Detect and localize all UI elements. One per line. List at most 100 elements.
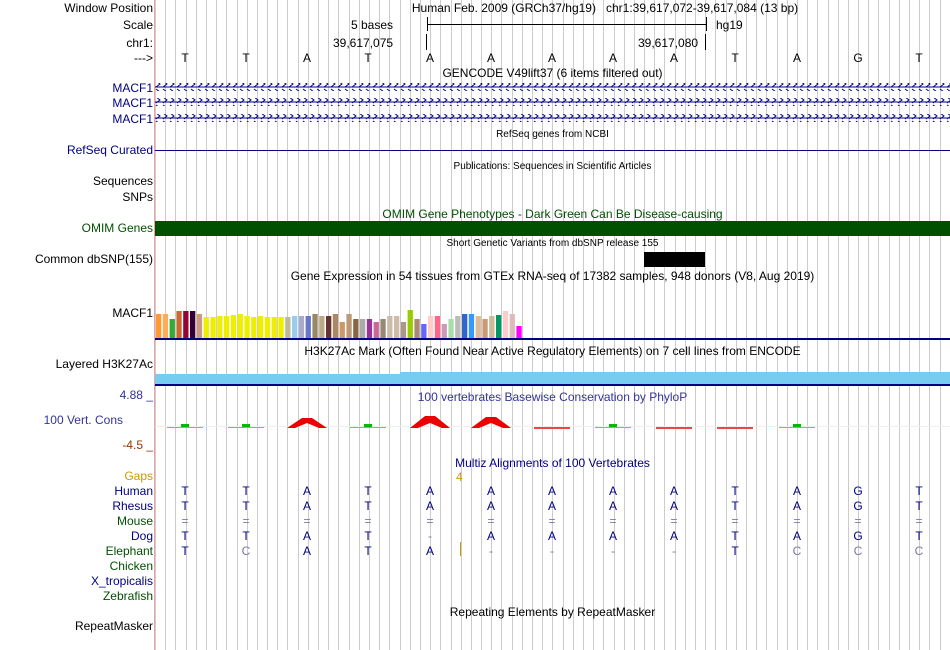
gencode-row-label-2[interactable]: MACF1 <box>112 96 153 110</box>
phylop-value[interactable] <box>793 424 801 427</box>
gtex-tissue-bar[interactable] <box>407 310 413 338</box>
phylop-value[interactable] <box>717 427 753 429</box>
gtex-tissue-bar[interactable] <box>394 316 400 338</box>
gtex-tissue-bar[interactable] <box>176 311 182 338</box>
gtex-tissue-bar[interactable] <box>217 316 223 338</box>
gtex-tissue-bar[interactable] <box>264 317 271 338</box>
gtex-tissue-bar[interactable] <box>482 319 488 338</box>
gtex-tissue-bar[interactable] <box>353 319 359 338</box>
gtex-tissue-bar[interactable] <box>346 314 352 338</box>
gtex-bar-chart[interactable] <box>155 284 950 340</box>
gtex-tissue-bar[interactable] <box>312 314 318 338</box>
scale-text: 5 bases <box>351 18 394 32</box>
alignment-base: A <box>669 484 678 498</box>
phylop-peak[interactable] <box>287 418 327 428</box>
species-label[interactable]: X_tropicalis <box>90 574 153 588</box>
species-label[interactable]: Rhesus <box>112 499 153 513</box>
phylop-value[interactable] <box>534 427 570 429</box>
gtex-tissue-bar[interactable] <box>237 314 243 338</box>
gtex-tissue-bar[interactable] <box>190 311 196 338</box>
gtex-tissue-bar[interactable] <box>387 316 393 338</box>
gtex-tissue-bar[interactable] <box>224 316 230 338</box>
gtex-tissue-bar[interactable] <box>162 314 169 338</box>
gtex-tissue-bar[interactable] <box>258 316 264 338</box>
species-label[interactable]: Mouse <box>116 514 153 528</box>
gtex-tissue-bar[interactable] <box>169 319 175 338</box>
gtex-tissue-bar[interactable] <box>278 317 284 338</box>
gtex-tissue-bar[interactable] <box>475 316 481 338</box>
refseq-label[interactable]: RefSeq Curated <box>66 143 153 157</box>
phylop-peak[interactable] <box>471 417 511 428</box>
gencode-gene-lines[interactable] <box>155 80 950 128</box>
strand-arrow-label[interactable]: ---> <box>134 51 153 65</box>
gtex-tissue-bar[interactable] <box>196 314 203 338</box>
gtex-tissue-bar[interactable] <box>210 317 216 338</box>
gtex-tissue-bar[interactable] <box>448 319 454 338</box>
alignment-base: A <box>486 499 495 513</box>
gencode-row-label-1[interactable]: MACF1 <box>112 81 153 95</box>
omim-gene-bar[interactable] <box>155 221 950 236</box>
species-label[interactable]: Zebrafish <box>102 589 153 603</box>
phylop-value[interactable] <box>181 424 189 427</box>
gtex-tissue-bar[interactable] <box>462 314 468 338</box>
species-label[interactable]: Chicken <box>109 559 153 573</box>
gtex-tissue-bar[interactable] <box>339 322 345 338</box>
gtex-tissue-bar[interactable] <box>489 316 495 338</box>
gtex-tissue-bar[interactable] <box>244 316 250 338</box>
gtex-label[interactable]: MACF1 <box>112 306 153 320</box>
gtex-tissue-bar[interactable] <box>366 319 373 338</box>
dbsnp-label[interactable]: Common dbSNP(155) <box>34 252 153 266</box>
phylop-plot[interactable] <box>155 404 950 448</box>
gtex-tissue-bar[interactable] <box>455 316 461 338</box>
gtex-tissue-bar[interactable] <box>414 319 420 338</box>
phylop-value[interactable] <box>656 427 692 429</box>
h3k27ac-label[interactable]: Layered H3K27Ac <box>55 357 153 371</box>
species-label[interactable]: Human <box>114 484 153 498</box>
gtex-tissue-bar[interactable] <box>380 319 386 338</box>
gtex-tissue-bar[interactable] <box>292 316 298 338</box>
gtex-tissue-bar[interactable] <box>183 311 189 338</box>
gtex-tissue-bar[interactable] <box>468 314 475 338</box>
phylop-value[interactable] <box>364 424 372 427</box>
gtex-tissue-bar[interactable] <box>441 324 447 338</box>
phylop-peak[interactable] <box>410 416 450 428</box>
refseq-gene-line[interactable] <box>155 150 950 151</box>
h3k27ac-signal-left[interactable] <box>155 374 400 384</box>
gtex-tissue-bar[interactable] <box>271 317 277 338</box>
gtex-tissue-bar[interactable] <box>326 316 332 338</box>
phylop-value[interactable] <box>242 424 250 427</box>
gtex-tissue-bar[interactable] <box>502 311 509 338</box>
phylop-label[interactable]: 100 Vert. Cons <box>43 413 123 427</box>
gtex-tissue-bar[interactable] <box>360 319 366 338</box>
gtex-tissue-bar[interactable] <box>434 316 441 338</box>
gencode-row-label-3[interactable]: MACF1 <box>112 112 153 126</box>
gtex-tissue-bar[interactable] <box>156 314 162 338</box>
gtex-tissue-bar[interactable] <box>203 317 209 338</box>
omim-label[interactable]: OMIM Genes <box>81 221 153 235</box>
publications-sequences-label[interactable]: Sequences <box>92 174 153 188</box>
gtex-tissue-bar[interactable] <box>421 324 427 338</box>
gtex-tissue-bar[interactable] <box>428 316 434 338</box>
gtex-tissue-bar[interactable] <box>298 316 305 338</box>
publications-title: Publications: Sequences in Scientific Ar… <box>453 161 652 172</box>
gtex-tissue-bar[interactable] <box>332 314 339 338</box>
gtex-tissue-bar[interactable] <box>319 316 325 338</box>
publications-snps-label[interactable]: SNPs <box>122 190 153 204</box>
gtex-tissue-bar[interactable] <box>285 317 291 338</box>
repeatmasker-label[interactable]: RepeatMasker <box>74 619 153 633</box>
gtex-tissue-bar[interactable] <box>305 316 311 338</box>
gtex-tissue-bar[interactable] <box>509 314 515 338</box>
gtex-tissue-bar[interactable] <box>516 326 522 338</box>
track-area[interactable]: Human Feb. 2009 (GRCh37/hg19) chr1:39,61… <box>155 0 950 650</box>
gtex-tissue-bar[interactable] <box>373 322 379 338</box>
gtex-tissue-bar[interactable] <box>496 315 502 338</box>
gtex-tissue-bar[interactable] <box>251 317 257 338</box>
gtex-tissue-bar[interactable] <box>400 322 407 338</box>
gtex-tissue-bar[interactable] <box>230 315 237 338</box>
phylop-value[interactable] <box>609 424 617 427</box>
h3k27ac-signal-right[interactable] <box>400 372 950 384</box>
dbsnp-variant-bar[interactable] <box>644 252 705 267</box>
species-label[interactable]: Elephant <box>105 544 153 558</box>
species-label[interactable]: Dog <box>130 529 153 543</box>
